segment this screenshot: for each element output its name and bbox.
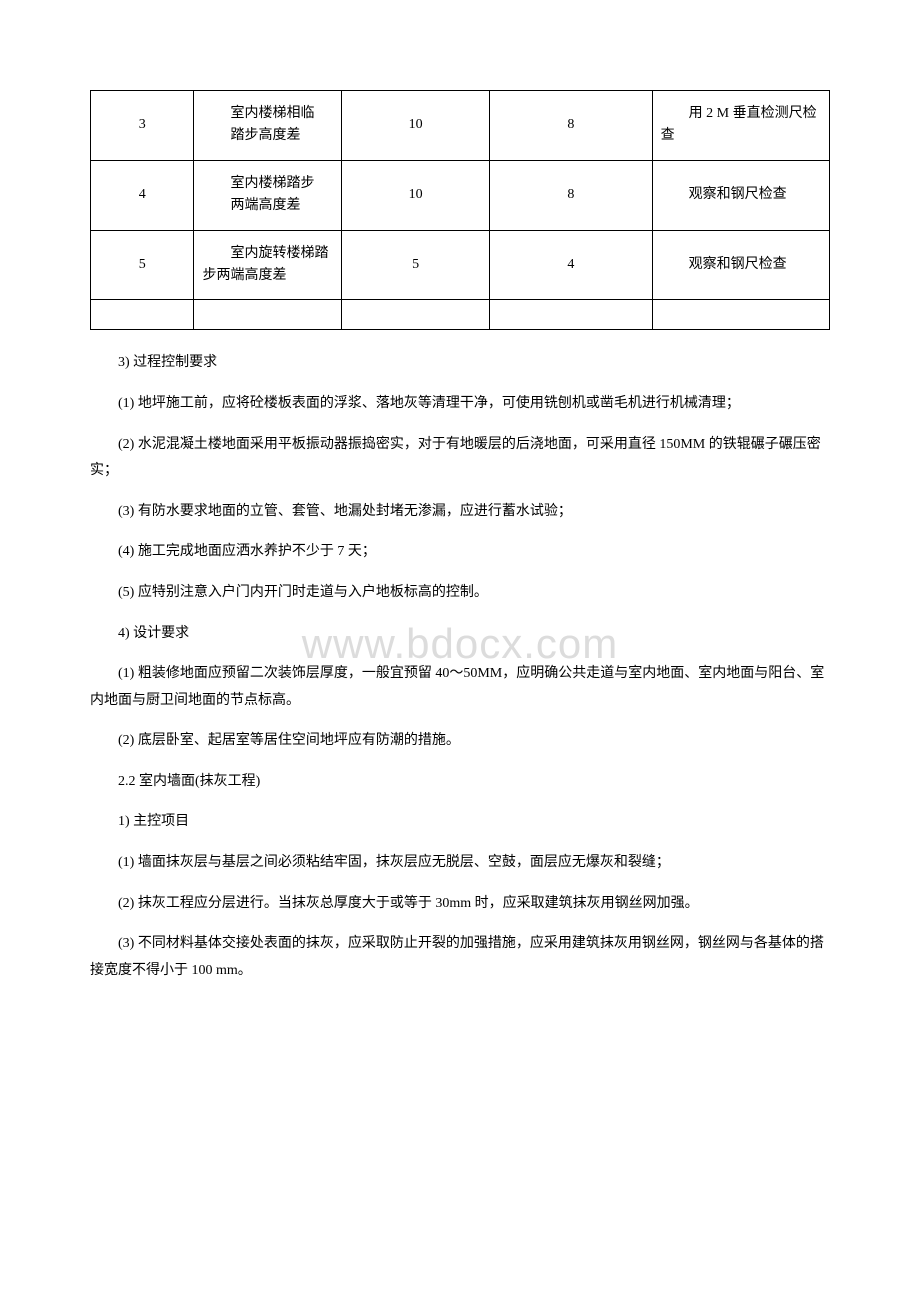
row-value-2: 8 xyxy=(490,91,653,161)
empty-cell xyxy=(490,300,653,330)
empty-cell xyxy=(194,300,342,330)
empty-cell xyxy=(342,300,490,330)
body-paragraph: (1) 墙面抹灰层与基层之间必须粘结牢固，抹灰层应无脱层、空鼓，面层应无爆灰和裂… xyxy=(90,850,830,877)
empty-cell xyxy=(652,300,829,330)
empty-cell xyxy=(91,300,194,330)
body-paragraph: 3) 过程控制要求 xyxy=(90,350,830,377)
body-paragraph: (1) 地坪施工前，应将砼楼板表面的浮浆、落地灰等清理干净，可使用铣刨机或凿毛机… xyxy=(90,391,830,418)
body-paragraph: (5) 应特别注意入户门内开门时走道与入户地板标高的控制。 xyxy=(90,580,830,607)
body-paragraph: (3) 不同材料基体交接处表面的抹灰，应采取防止开裂的加强措施，应采用建筑抹灰用… xyxy=(90,931,830,984)
body-paragraph: (2) 抹灰工程应分层进行。当抹灰总厚度大于或等于 30mm 时，应采取建筑抹灰… xyxy=(90,891,830,918)
row-number: 5 xyxy=(91,230,194,300)
row-description: 室内楼梯踏步 两端高度差 xyxy=(194,160,342,230)
row-value-1: 10 xyxy=(342,160,490,230)
row-value-2: 4 xyxy=(490,230,653,300)
deviation-table: 3 室内楼梯相临 踏步高度差 10 8 用 2 M 垂直检测尺检查 4 室内楼梯… xyxy=(90,90,830,330)
row-description: 室内旋转楼梯踏步两端高度差 xyxy=(194,230,342,300)
table-row: 3 室内楼梯相临 踏步高度差 10 8 用 2 M 垂直检测尺检查 xyxy=(91,91,830,161)
table-row: 4 室内楼梯踏步 两端高度差 10 8 观察和钢尺检查 xyxy=(91,160,830,230)
body-paragraph: (4) 施工完成地面应洒水养护不少于 7 天； xyxy=(90,539,830,566)
row-value-1: 5 xyxy=(342,230,490,300)
body-paragraph: 1) 主控项目 xyxy=(90,809,830,836)
body-paragraph: 2.2 室内墙面(抹灰工程) xyxy=(90,769,830,796)
body-paragraph: (1) 粗装修地面应预留二次装饰层厚度，一般宜预留 40～50MM，应明确公共走… xyxy=(90,661,830,714)
desc-line: 室内楼梯相临 xyxy=(202,103,333,125)
desc-line: 踏步高度差 xyxy=(202,125,333,147)
desc-line: 室内楼梯踏步 xyxy=(202,173,333,195)
body-paragraph: 4) 设计要求 xyxy=(90,621,830,648)
row-value-2: 8 xyxy=(490,160,653,230)
desc-line: 室内旋转楼梯踏步两端高度差 xyxy=(202,243,333,288)
table-row: 5 室内旋转楼梯踏步两端高度差 5 4 观察和钢尺检查 xyxy=(91,230,830,300)
body-paragraph: (2) 底层卧室、起居室等居住空间地坪应有防潮的措施。 xyxy=(90,728,830,755)
table-empty-row xyxy=(91,300,830,330)
body-paragraph: (3) 有防水要求地面的立管、套管、地漏处封堵无渗漏，应进行蓄水试验； xyxy=(90,499,830,526)
row-method: 用 2 M 垂直检测尺检查 xyxy=(652,91,829,161)
row-description: 室内楼梯相临 踏步高度差 xyxy=(194,91,342,161)
row-method: 观察和钢尺检查 xyxy=(652,160,829,230)
body-paragraph: (2) 水泥混凝土楼地面采用平板振动器振捣密实，对于有地暖层的后浇地面，可采用直… xyxy=(90,432,830,485)
row-value-1: 10 xyxy=(342,91,490,161)
row-method: 观察和钢尺检查 xyxy=(652,230,829,300)
page-content: 3 室内楼梯相临 踏步高度差 10 8 用 2 M 垂直检测尺检查 4 室内楼梯… xyxy=(0,0,920,1058)
desc-line: 两端高度差 xyxy=(202,195,333,217)
row-number: 3 xyxy=(91,91,194,161)
row-number: 4 xyxy=(91,160,194,230)
